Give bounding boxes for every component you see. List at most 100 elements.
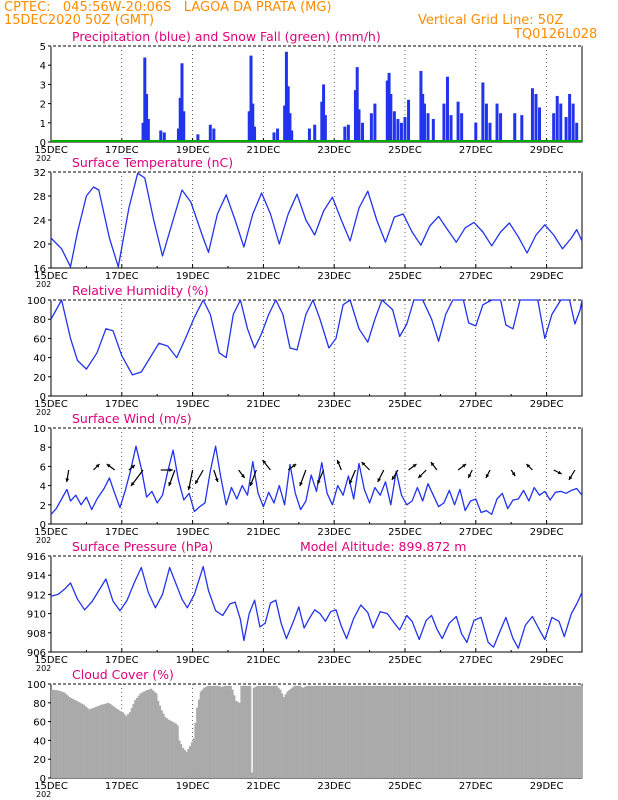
cloud-xlabel-29DEC: 29DEC — [530, 781, 564, 792]
precip-bar — [445, 76, 449, 142]
cloud-bar — [518, 685, 521, 778]
precip-bar — [249, 55, 253, 142]
wind-ylabel-2: 2 — [40, 501, 46, 512]
wind-ylabel-8: 8 — [40, 443, 46, 454]
cloud-bar — [350, 685, 353, 778]
cloud-bar — [321, 685, 324, 778]
cloud-bar — [56, 690, 59, 778]
cloud-bar — [288, 690, 291, 778]
precip-bar — [143, 57, 147, 142]
cloud-bar — [302, 687, 305, 778]
press-ylabel-914: 914 — [27, 571, 46, 582]
wind-arrow-head — [214, 478, 219, 482]
cloud-bar — [389, 685, 392, 778]
cloud-bar — [183, 749, 186, 778]
cloud-bar — [401, 685, 404, 778]
cloud-bar — [378, 685, 381, 778]
precip-bar — [290, 130, 294, 142]
cloud-bar — [482, 685, 485, 778]
precip-bar — [320, 101, 324, 142]
cloud-year-stub: 202 — [36, 790, 51, 799]
press-ylabel-908: 908 — [27, 629, 46, 640]
cloud-bar — [548, 685, 551, 778]
wind-arrow-head — [377, 478, 381, 482]
cloud-bar — [219, 686, 222, 778]
precip-bar — [284, 51, 288, 143]
precip-bar — [369, 113, 373, 142]
cloud-bar — [125, 715, 128, 778]
cloud-bar — [396, 685, 399, 778]
precip-bar — [534, 94, 538, 142]
precip-bar — [575, 122, 579, 142]
cloud-bar — [390, 685, 393, 778]
press-ylabel-916: 916 — [27, 552, 46, 563]
cloud-bar — [474, 685, 477, 778]
cloud-bar — [121, 712, 124, 778]
cloud-bar — [212, 685, 215, 778]
cloud-bar — [174, 723, 177, 778]
cloud-bar — [539, 685, 542, 778]
wind-arrow-head — [317, 480, 321, 484]
cloud-bar — [495, 685, 498, 778]
cloud-bar — [58, 690, 61, 778]
press-xlabel-21DEC: 21DEC — [247, 655, 281, 666]
cloud-bar — [343, 685, 346, 778]
wind-arrow-head — [292, 464, 297, 468]
cloud-bar — [204, 686, 208, 778]
cloud-bar — [268, 685, 271, 778]
cloud-bar — [263, 685, 266, 778]
precip-bar — [407, 99, 411, 142]
cloud-bar — [100, 704, 103, 778]
cloud-xlabel-19DEC: 19DEC — [176, 781, 210, 792]
cloud-bar — [468, 685, 471, 778]
cloud-bar — [394, 685, 397, 778]
cloud-bar — [289, 688, 293, 778]
cloud-bar — [75, 700, 78, 778]
precip-ylabel-2: 2 — [40, 100, 46, 111]
cloud-bar — [504, 685, 507, 778]
precip-bar — [568, 94, 572, 142]
cloud-bar — [574, 685, 577, 778]
wind-xlabel-17DEC: 17DEC — [105, 527, 139, 538]
precip-ylabel-3: 3 — [40, 80, 46, 91]
cloud-bar — [374, 685, 377, 778]
cloud-bar — [68, 697, 71, 778]
cloud-ylabel-80: 80 — [33, 699, 46, 710]
wind-arrow-head — [299, 482, 303, 486]
precip-bar — [495, 103, 499, 142]
rh-xlabel-27DEC: 27DEC — [459, 399, 493, 410]
cloud-bar — [527, 685, 530, 778]
cloud-bar — [433, 685, 436, 778]
cloud-bar — [420, 685, 423, 778]
cloud-bar — [456, 685, 459, 778]
precip-bar — [426, 113, 430, 142]
cloud-bar — [346, 685, 349, 778]
temp-title: Surface Temperature (nC) — [72, 155, 233, 170]
cloud-bar — [442, 685, 445, 778]
wind-xlabel-15DEC: 15DEC — [34, 527, 68, 538]
cloud-bar — [383, 685, 386, 778]
cloud-bar — [358, 685, 362, 778]
cloud-bar — [387, 685, 390, 778]
precip-bar — [385, 80, 389, 142]
temp-ylabel-16: 16 — [33, 264, 46, 275]
cloud-bar — [541, 685, 544, 778]
rh-ylabel-0: 0 — [40, 392, 46, 403]
wind-xlabel-27DEC: 27DEC — [459, 527, 493, 538]
precip-ylabel-5: 5 — [40, 42, 46, 53]
wind-arrow-head — [391, 476, 396, 480]
cloud-bar — [201, 689, 204, 778]
cloud-bar — [435, 685, 438, 778]
cloud-bar — [305, 685, 308, 778]
cloud-bar — [127, 714, 130, 778]
wind-arrow-head — [349, 480, 353, 484]
cloud-bar — [440, 685, 443, 778]
cloud-bar — [459, 685, 462, 778]
precip-bar — [176, 128, 180, 142]
precip-bar — [449, 115, 453, 142]
wind-xlabel-21DEC: 21DEC — [247, 527, 281, 538]
wind-arrow-head — [361, 462, 366, 466]
cloud-bar — [511, 685, 514, 778]
cloud-bar — [148, 689, 151, 778]
precip-bar — [460, 113, 464, 142]
